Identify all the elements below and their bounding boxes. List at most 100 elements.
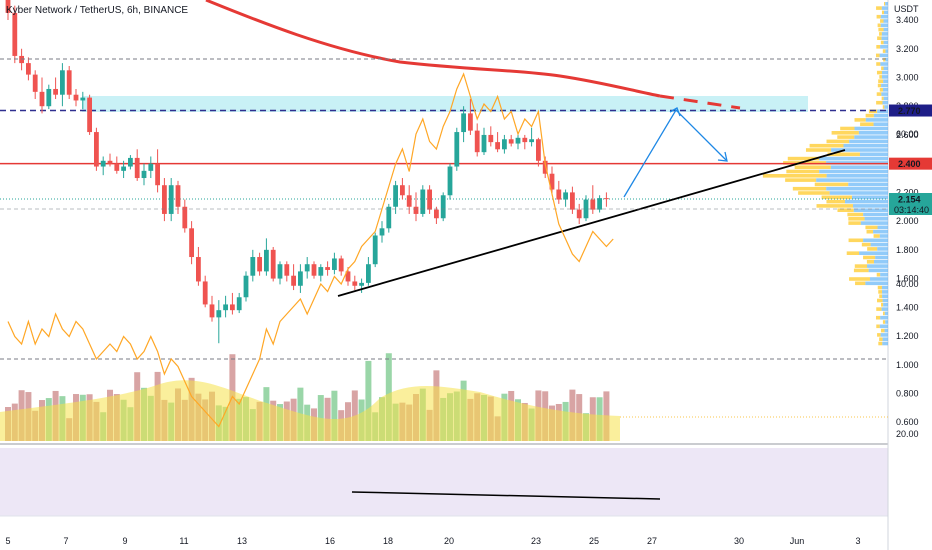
price-tick-label: 1.000 <box>896 360 919 370</box>
price-badge-label: 2.770 <box>898 106 921 116</box>
volume-profile-bar <box>879 324 888 329</box>
candle-body <box>304 264 310 272</box>
price-tick-label: 0.600 <box>896 417 919 427</box>
volume-profile-bar <box>786 169 820 174</box>
candle-body <box>366 264 371 283</box>
volume-profile-bar <box>877 298 883 303</box>
volume-profile-bar <box>881 303 884 307</box>
candle-body <box>400 185 405 196</box>
volume-profile-bar <box>881 96 884 101</box>
candle-body <box>597 198 602 210</box>
price-axis-currency: USDT <box>894 4 919 14</box>
candle-body <box>196 257 201 282</box>
candle-body <box>590 199 596 210</box>
candle-body <box>556 189 562 200</box>
volume-profile-bar <box>855 281 866 286</box>
candle-body <box>318 267 324 276</box>
price-badge <box>889 104 932 117</box>
candle-body <box>352 281 358 286</box>
candle-body <box>12 12 18 56</box>
candle-body <box>447 166 453 196</box>
candle-body <box>461 113 466 133</box>
volume-profile-bar <box>849 139 888 144</box>
candle-body <box>223 304 228 311</box>
volume-profile-bar <box>868 109 878 114</box>
volume-profile-bar <box>854 118 866 122</box>
candle-body <box>427 189 432 210</box>
candle-body <box>420 189 426 214</box>
volume-profile-bar <box>863 255 876 260</box>
volume-profile-bar <box>853 268 869 273</box>
chart-title: Kyber Network / TetherUS, 6h, BINANCE <box>6 5 189 16</box>
volume-profile-bar <box>858 131 888 135</box>
candle-body <box>162 185 167 214</box>
candle-body <box>236 297 242 311</box>
volume-profile-bar <box>876 70 883 75</box>
candle-body <box>413 206 419 214</box>
candle-body <box>406 195 412 207</box>
time-tick-label: 25 <box>589 536 599 546</box>
candle-body <box>53 88 58 95</box>
volume-profile-bar <box>883 96 888 101</box>
volume-profile-bar <box>881 83 888 88</box>
volume-profile-bar <box>883 10 888 15</box>
volume-profile-bar <box>881 307 888 311</box>
volume-profile-bar <box>876 92 882 96</box>
volume-profile-bar <box>877 333 881 337</box>
price-tick-label: 1.400 <box>896 302 919 312</box>
volume-profile-bar <box>883 66 888 71</box>
volume-profile-bar <box>885 2 888 6</box>
volume-profile-bar <box>880 62 888 66</box>
volume-profile-bar <box>865 113 874 118</box>
candle-body <box>502 139 507 150</box>
candle-body <box>549 173 555 190</box>
volume-profile-bar <box>879 337 883 341</box>
candle-body <box>155 163 160 186</box>
volume-profile-bar <box>864 217 888 221</box>
candle-body <box>250 257 256 276</box>
candle-body <box>189 228 194 258</box>
candle-body <box>522 137 528 143</box>
volume-profile-bar <box>868 268 888 273</box>
candle-body <box>230 304 235 311</box>
volume-profile-bar <box>829 191 888 195</box>
volume-profile-bar <box>827 152 860 157</box>
candle-body <box>325 267 330 270</box>
candle-body <box>134 157 140 179</box>
price-tick-label: 0.800 <box>896 388 919 398</box>
volume-profile-bar <box>883 57 886 62</box>
candle-body <box>542 160 548 174</box>
candle-body <box>148 163 154 171</box>
volume-profile-bar <box>816 204 853 208</box>
volume-profile-bar <box>854 126 888 131</box>
volume-profile-bar <box>814 182 849 187</box>
time-tick-label: 7 <box>63 536 68 546</box>
time-tick-label: 5 <box>5 536 10 546</box>
volume-profile-bar <box>865 281 888 286</box>
volume-profile-bar <box>885 57 888 62</box>
time-tick-label: Jun <box>790 536 805 546</box>
volume-profile-bar <box>819 169 888 174</box>
volume-profile-bar <box>877 83 882 88</box>
volume-profile-bar <box>826 174 888 178</box>
candle-body <box>46 88 52 107</box>
candle-body <box>563 192 568 200</box>
candle-body <box>182 206 188 229</box>
candle-body <box>60 70 65 95</box>
volume-profile-bar <box>847 212 864 217</box>
volume-profile-bar <box>882 298 888 303</box>
volume-profile-bar <box>879 53 888 58</box>
volume-profile-bar <box>830 165 888 169</box>
volume-profile-bar <box>837 208 854 212</box>
volume-profile-bar <box>826 161 888 165</box>
volume-profile-bar <box>877 109 888 114</box>
volume-profile-bar <box>819 156 888 161</box>
candle-body <box>39 91 45 107</box>
volume-profile-bar <box>783 161 827 165</box>
candle-body <box>454 132 460 167</box>
price-badge-label: 2.400 <box>898 159 921 169</box>
time-tick-label: 27 <box>647 536 657 546</box>
candle-body <box>481 134 487 153</box>
